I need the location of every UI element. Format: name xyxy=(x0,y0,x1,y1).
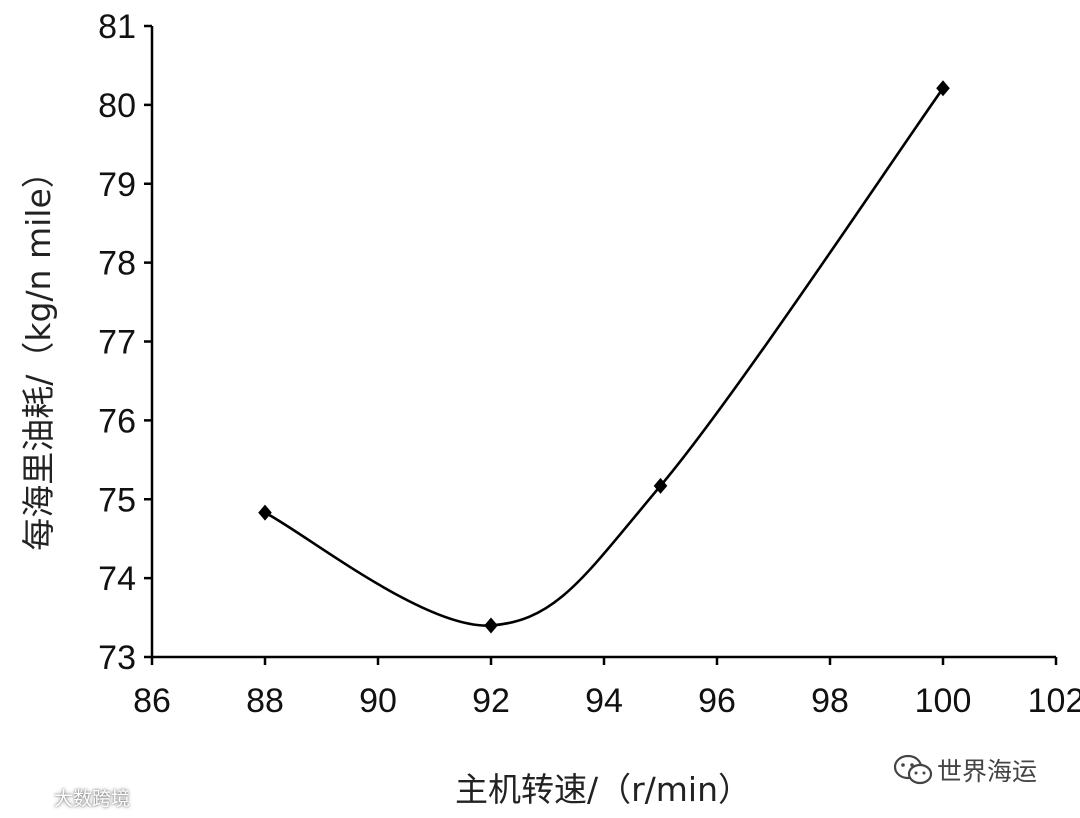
x-tick-label: 98 xyxy=(811,682,849,720)
x-tick-label: 86 xyxy=(133,682,171,720)
data-point-marker xyxy=(258,504,272,521)
x-tick-label: 96 xyxy=(698,682,736,720)
wechat-icon xyxy=(893,754,933,785)
y-tick-label: 81 xyxy=(98,8,136,46)
y-tick-label: 76 xyxy=(98,402,136,440)
watermark-left: 大数跨境 xyxy=(6,784,130,811)
y-axis-title: 每海里油耗/（kg/n mile） xyxy=(19,155,58,550)
data-point-marker xyxy=(484,617,498,634)
x-axis-ticks: 86 88 90 92 94 96 98 100 102 xyxy=(133,657,1080,720)
y-tick-label: 74 xyxy=(98,560,136,598)
y-tick-label: 77 xyxy=(98,324,136,362)
y-tick-label: 80 xyxy=(98,87,136,125)
series-markers xyxy=(258,80,950,634)
data-point-marker xyxy=(653,477,668,494)
x-tick-label: 102 xyxy=(1028,682,1080,720)
y-tick-label: 73 xyxy=(98,639,136,677)
watermark-left-text: 大数跨境 xyxy=(54,788,131,810)
y-tick-label: 78 xyxy=(98,245,136,283)
x-axis-title: 主机转速/（r/min） xyxy=(455,770,751,809)
x-tick-label: 94 xyxy=(585,682,623,720)
x-tick-label: 100 xyxy=(915,682,972,720)
data-point-marker xyxy=(936,80,950,97)
weibo-icon xyxy=(7,786,50,809)
y-axis-ticks: 73 74 75 76 77 78 79 80 81 xyxy=(98,8,152,677)
y-tick-label: 75 xyxy=(98,481,136,519)
x-tick-label: 92 xyxy=(472,682,510,720)
x-tick-label: 90 xyxy=(359,682,397,720)
watermark-right-text: 世界海运 xyxy=(937,757,1038,786)
watermark-right: 世界海运 xyxy=(893,752,1037,788)
y-tick-label: 79 xyxy=(98,166,136,204)
series-line xyxy=(264,87,945,627)
x-tick-label: 88 xyxy=(246,682,284,720)
